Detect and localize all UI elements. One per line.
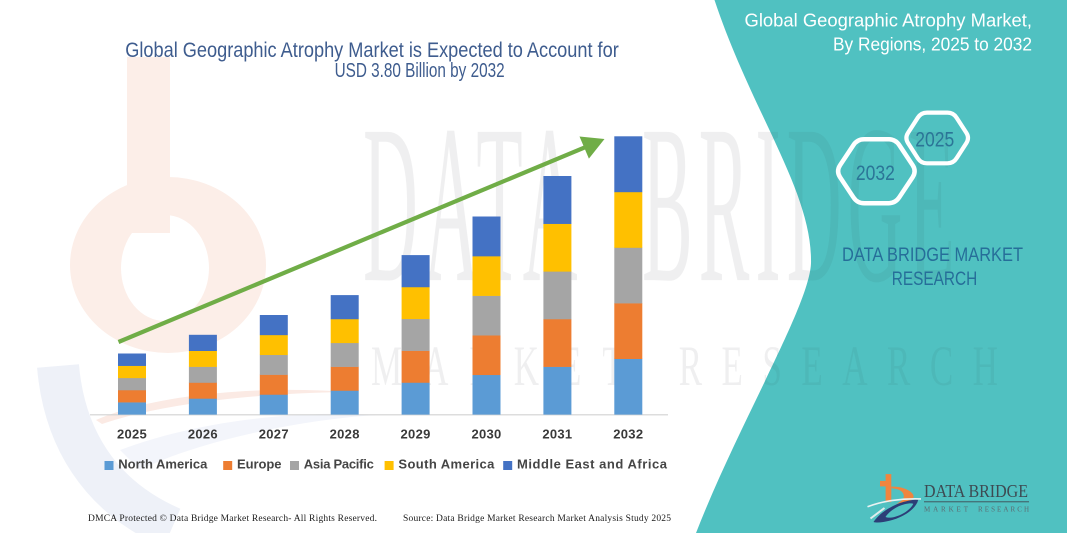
- svg-text:Asia Pacific: Asia Pacific: [304, 456, 374, 471]
- svg-text:Global Geographic Atrophy Mark: Global Geographic Atrophy Market,: [745, 10, 1033, 30]
- svg-text:2028: 2028: [330, 427, 360, 442]
- svg-text:2025: 2025: [915, 129, 954, 152]
- svg-text:DATA BRIDGE MARKET: DATA BRIDGE MARKET: [842, 245, 1023, 266]
- svg-text:2029: 2029: [401, 427, 431, 442]
- svg-text:2030: 2030: [471, 427, 501, 442]
- svg-text:2026: 2026: [188, 427, 218, 442]
- svg-text:2032: 2032: [613, 427, 643, 442]
- svg-text:RESEARCH: RESEARCH: [978, 506, 1029, 514]
- svg-text:2031: 2031: [542, 427, 572, 442]
- svg-text:USD 3.80 Billion by 2032: USD 3.80 Billion by 2032: [335, 60, 505, 82]
- svg-text:South America: South America: [398, 456, 495, 471]
- svg-text:North America: North America: [118, 456, 208, 471]
- svg-text:Europe: Europe: [237, 456, 282, 471]
- svg-text:DATA: DATA: [363, 78, 584, 330]
- svg-text:2027: 2027: [259, 427, 289, 442]
- svg-text:DATA BRIDGE: DATA BRIDGE: [924, 481, 1028, 501]
- svg-text:Global Geographic Atrophy Mark: Global Geographic Atrophy Market is Expe…: [125, 39, 619, 62]
- svg-text:Middle East and Africa: Middle East and Africa: [517, 456, 668, 471]
- svg-text:By Regions, 2025 to 2032: By Regions, 2025 to 2032: [833, 35, 1032, 55]
- svg-text:2025: 2025: [117, 427, 147, 442]
- svg-text:RESEARCH: RESEARCH: [892, 269, 978, 290]
- svg-text:2032: 2032: [856, 162, 895, 185]
- svg-text:DMCA Protected © Data Bridge M: DMCA Protected © Data Bridge Market Rese…: [88, 513, 377, 524]
- svg-text:Source: Data Bridge Market Res: Source: Data Bridge Market Research Mark…: [403, 514, 671, 524]
